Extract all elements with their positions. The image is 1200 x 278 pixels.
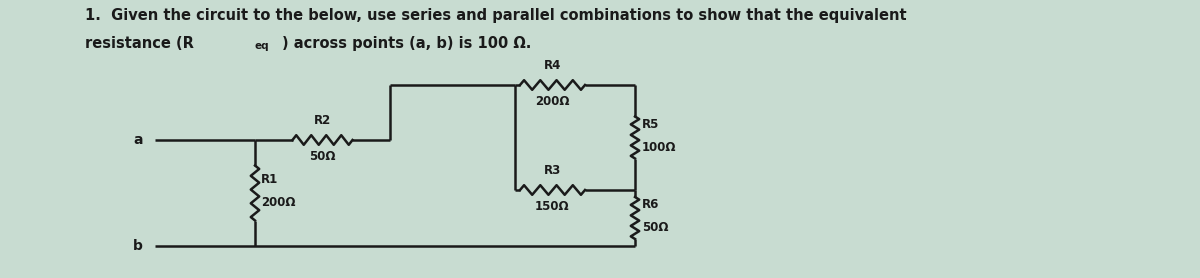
Text: R3: R3 — [544, 164, 562, 177]
Text: a: a — [133, 133, 143, 147]
Text: b: b — [133, 239, 143, 253]
Text: R5: R5 — [642, 118, 659, 130]
Text: R4: R4 — [544, 59, 562, 72]
Text: 200Ω: 200Ω — [535, 95, 570, 108]
Text: 100Ω: 100Ω — [642, 140, 677, 153]
Text: eq: eq — [254, 41, 269, 51]
Text: 50Ω: 50Ω — [310, 150, 336, 163]
Text: resistance (R: resistance (R — [85, 36, 194, 51]
Text: 200Ω: 200Ω — [262, 196, 295, 209]
Text: 150Ω: 150Ω — [535, 200, 570, 213]
Text: R1: R1 — [262, 173, 278, 186]
Text: R2: R2 — [314, 114, 331, 127]
Text: R6: R6 — [642, 198, 659, 211]
Text: ) across points (a, b) is 100 Ω.: ) across points (a, b) is 100 Ω. — [282, 36, 532, 51]
Text: 50Ω: 50Ω — [642, 221, 668, 234]
Text: 1.  Given the circuit to the below, use series and parallel combinations to show: 1. Given the circuit to the below, use s… — [85, 8, 907, 23]
